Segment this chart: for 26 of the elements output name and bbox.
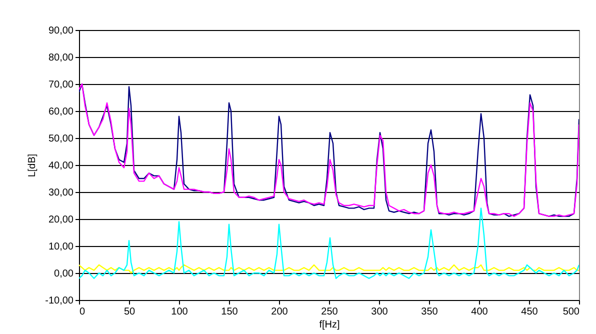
y-tick-label: 30,00 <box>48 188 74 198</box>
x-tick-label: 200 <box>271 306 288 318</box>
y-tick-label: 60,00 <box>48 106 74 118</box>
y-tick-label: 90,00 <box>48 26 74 36</box>
x-tick-label: 350 <box>421 306 438 318</box>
x-tick-label: 100 <box>171 306 188 318</box>
y-tick-label: 10,00 <box>48 242 74 252</box>
y-tick-label: 0,00 <box>54 268 74 280</box>
x-tick-label: 400 <box>471 306 488 318</box>
x-tick-label: 150 <box>221 306 238 318</box>
line-series <box>79 208 579 279</box>
line-series <box>79 264 579 274</box>
y-tick-label: 80,00 <box>48 52 74 64</box>
y-tick-label: 20,00 <box>48 214 74 226</box>
x-tick-label: 300 <box>371 306 388 318</box>
x-tick-label: 0 <box>80 306 86 318</box>
y-tick-label: 40,00 <box>48 160 74 172</box>
x-axis-title: f[Hz] <box>319 320 340 330</box>
x-tick-label: 50 <box>124 306 136 318</box>
x-tick-label: 450 <box>521 306 538 318</box>
y-tick-label: 70,00 <box>48 80 74 90</box>
x-tick-label: 250 <box>321 306 338 318</box>
y-tick-label: -10,00 <box>45 296 74 306</box>
x-tick-label: 500 <box>562 306 580 318</box>
y-tick-label: 50,00 <box>48 134 74 144</box>
y-axis-title: L[dB] <box>27 154 38 178</box>
